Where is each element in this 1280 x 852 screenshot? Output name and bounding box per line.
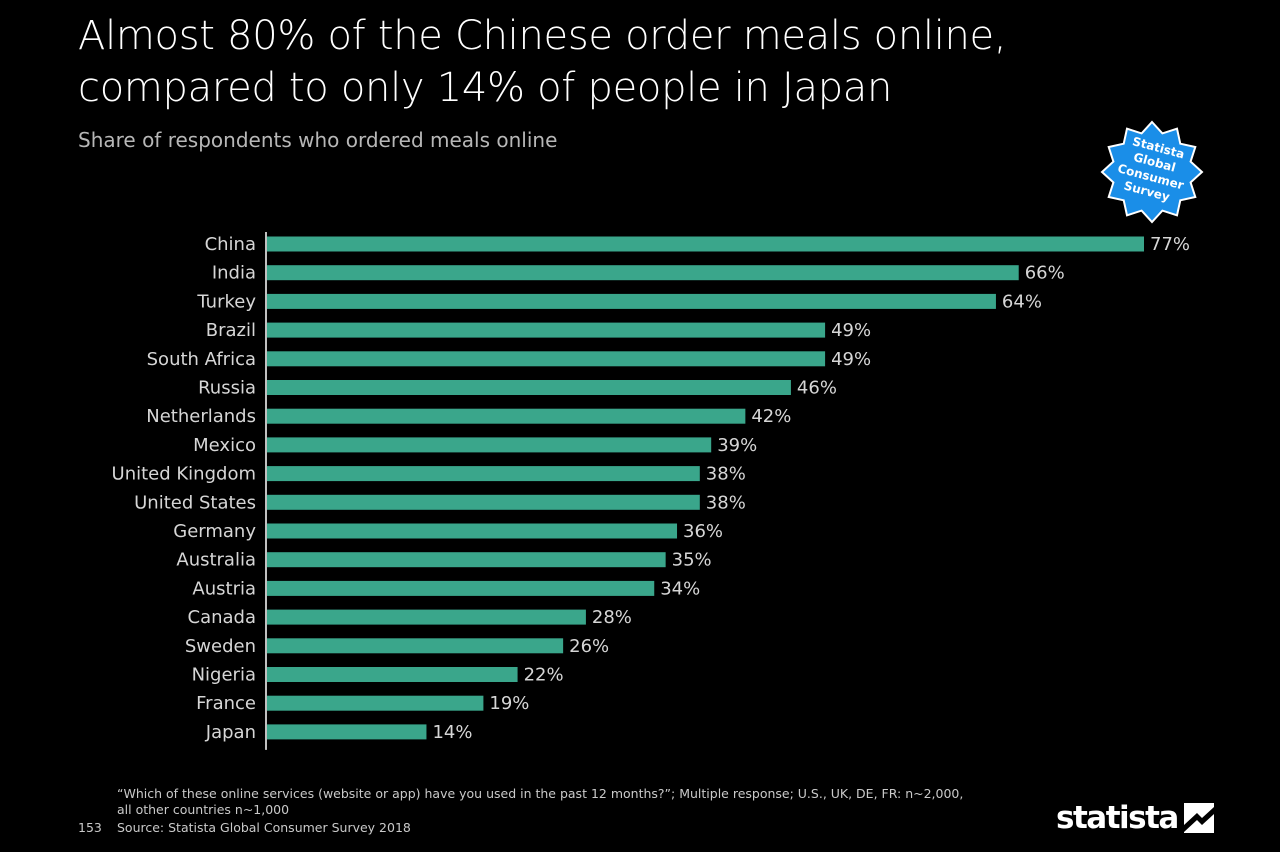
value-label: 22% [524,665,564,686]
value-label: 38% [706,464,746,485]
category-label: Russia [198,378,256,399]
bar [267,494,700,510]
value-label: 14% [432,722,472,743]
category-label: Australia [176,550,256,571]
bar [267,236,1144,252]
bar [267,724,427,740]
bar [267,437,712,453]
statista-logo: statista [1056,798,1214,838]
category-label: Sweden [185,636,256,657]
value-label: 49% [831,320,871,341]
bar [267,265,1019,281]
bar-chart: China 77% India 66% Turkey 64% Brazil 49% South … [112,232,1190,750]
bar [267,667,518,682]
category-label: Turkey [196,291,256,312]
category-label: Netherlands [146,406,256,427]
bar [267,322,826,338]
value-label: 64% [1002,291,1042,312]
category-label: Nigeria [192,665,256,686]
bar [267,523,678,539]
value-label: 36% [683,521,723,542]
category-label: United Kingdom [112,464,256,485]
bar [267,380,791,395]
category-label: United States [134,492,256,513]
category-label: Germany [173,521,256,542]
statista-logo-icon [1183,803,1214,833]
category-label: South Africa [147,349,256,370]
category-label: China [205,234,256,255]
category-label: Canada [188,607,257,628]
value-label: 77% [1150,234,1190,255]
category-label: Mexico [193,435,256,456]
value-label: 19% [489,693,529,714]
footnote: “Which of these online services (website… [117,786,964,817]
value-label: 34% [660,578,700,599]
bar [267,695,484,711]
bar [267,293,996,309]
source-note: Source: Statista Global Consumer Survey … [117,820,411,835]
bar [267,580,655,596]
bar [267,638,564,654]
category-label: France [196,693,256,714]
value-label: 39% [717,435,757,456]
category-label: Japan [205,722,256,743]
value-label: 49% [831,349,871,370]
value-label: 38% [706,492,746,513]
category-label: India [212,263,256,284]
bar [267,351,826,367]
value-label: 28% [592,607,632,628]
badge-star-shape [1100,120,1204,224]
logo-text: statista [1056,800,1179,836]
survey-badge: Statista Global Consumer Survey [1100,120,1204,224]
chart-subtitle: Share of respondents who ordered meals o… [78,128,558,152]
value-label: 46% [797,378,837,399]
bar [267,609,586,625]
value-label: 35% [672,550,712,571]
value-label: 26% [569,636,609,657]
category-label: Austria [192,578,256,599]
category-label: Brazil [206,320,256,341]
bar [267,466,700,482]
value-label: 42% [751,406,791,427]
value-label: 66% [1025,263,1065,284]
bar [267,408,746,424]
bar [267,552,666,568]
chart-title: Almost 80% of the Chinese order meals on… [78,13,1007,111]
page-number: 153 [78,820,102,835]
